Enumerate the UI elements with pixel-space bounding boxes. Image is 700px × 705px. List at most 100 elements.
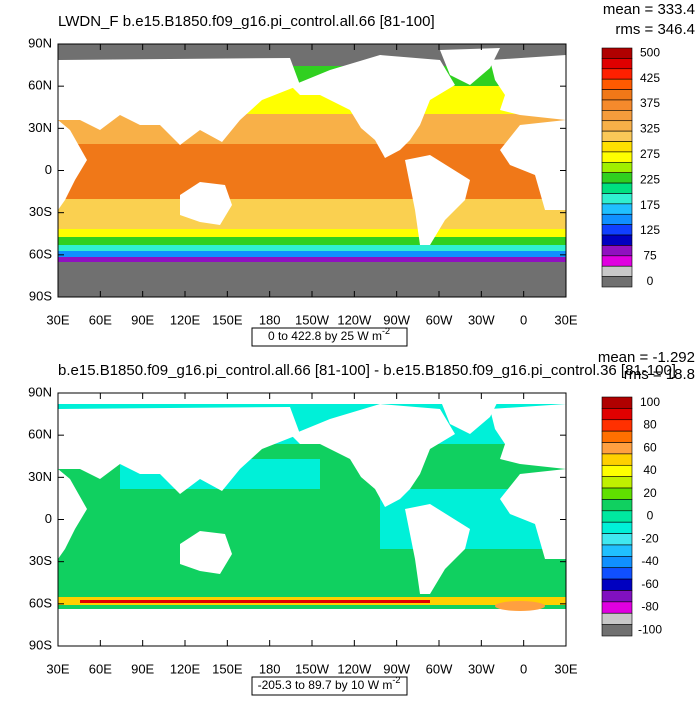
lon-label: 150W — [295, 661, 330, 676]
colorbar-box — [601, 578, 633, 591]
rms: rms = 18.8 — [624, 366, 695, 383]
colorbar-box — [601, 58, 633, 70]
contour-info: -205.3 to 89.7 by 10 W m-2 — [258, 675, 401, 692]
colorbar-box — [601, 234, 633, 246]
colorbar-label: 40 — [643, 463, 657, 477]
rms: rms = 346.4 — [615, 21, 695, 38]
colorbar-box — [601, 89, 633, 101]
colorbar-box — [601, 430, 633, 443]
colorbar-box — [601, 99, 633, 111]
colorbar-box — [601, 182, 633, 194]
title: b.e15.B1850.f09_g16.pi_control.all.66 [8… — [58, 362, 676, 379]
colorbar-label: 100 — [640, 395, 660, 409]
lat-label: 90N — [28, 384, 52, 399]
colorbar-box — [601, 245, 633, 257]
colorbar-label: 225 — [640, 172, 660, 186]
contour-info: 0 to 422.8 by 25 W m-2 — [268, 326, 390, 343]
colorbar-label: 375 — [640, 96, 660, 110]
lon-label: 120W — [337, 661, 372, 676]
map — [58, 393, 566, 646]
colorbar-box — [601, 130, 633, 142]
lon-label: 60W — [426, 661, 453, 676]
map — [58, 44, 566, 297]
lat-label: 0 — [45, 511, 52, 526]
lat-label: 30N — [28, 120, 52, 135]
colorbar-box — [601, 162, 633, 173]
colorbar-box — [601, 590, 633, 603]
colorbar-box — [601, 510, 633, 523]
lat-label: 90N — [28, 35, 52, 50]
colorbar-label: 275 — [640, 147, 660, 161]
lat-label: 30S — [29, 204, 52, 219]
lon-label: 60E — [89, 661, 112, 676]
lon-label: 150W — [295, 312, 330, 327]
colorbar-box — [601, 521, 633, 534]
colorbar-box — [601, 487, 633, 500]
colorbar-label: 500 — [640, 45, 660, 59]
colorbar-box — [601, 533, 633, 546]
colorbar-box — [601, 601, 633, 614]
colorbar-box — [601, 151, 633, 163]
colorbar-box — [601, 141, 633, 153]
colorbar-box — [601, 556, 633, 569]
colorbar-label: 75 — [643, 249, 657, 263]
lat-label: 30N — [28, 469, 52, 484]
colorbar-box — [601, 419, 633, 432]
lat-label: 0 — [45, 162, 52, 177]
lon-label: 60E — [89, 312, 112, 327]
colorbar-box — [601, 224, 633, 236]
lon-label: 90W — [383, 661, 410, 676]
colorbar-box — [601, 213, 633, 225]
lon-label: 90E — [131, 312, 154, 327]
colorbar-label: -100 — [638, 622, 662, 636]
colorbar-label: -20 — [641, 531, 659, 545]
colorbar-box — [601, 464, 633, 477]
colorbar-label: 80 — [643, 418, 657, 432]
colorbar-label: 125 — [640, 223, 660, 237]
colorbar-box — [601, 68, 633, 80]
mean: mean = 333.4 — [603, 1, 695, 18]
lat-label: 60N — [28, 78, 52, 93]
colorbar-box — [601, 476, 633, 489]
colorbar-box — [601, 612, 633, 625]
colorbar-box — [601, 567, 633, 580]
colorbar-box — [601, 203, 633, 215]
colorbar-box — [601, 120, 633, 132]
lat-label: 90S — [29, 288, 52, 303]
colorbar-label: 60 — [643, 440, 657, 454]
info-box — [251, 676, 408, 696]
info-exponent: -2 — [382, 326, 390, 336]
colorbar-label: 0 — [647, 509, 654, 523]
colorbar-box — [601, 193, 633, 205]
lon-label: 30E — [554, 661, 577, 676]
colorbar-box — [601, 624, 633, 637]
lon-label: 180 — [259, 661, 281, 676]
title: LWDN_F b.e15.B1850.f09_g16.pi_control.al… — [58, 13, 435, 30]
panel: b.e15.B1850.f09_g16.pi_control.all.66 [8… — [28, 349, 695, 696]
colorbar-label: -40 — [641, 554, 659, 568]
lon-label: 90E — [131, 661, 154, 676]
lon-label: 30W — [468, 312, 495, 327]
lon-label: 30W — [468, 661, 495, 676]
lon-label: 150E — [212, 312, 243, 327]
lat-label: 60S — [29, 595, 52, 610]
colorbar-box — [601, 172, 633, 184]
lat-label: 30S — [29, 553, 52, 568]
lon-label: 0 — [520, 661, 527, 676]
info-text: 0 to 422.8 by 25 W m — [268, 329, 382, 343]
lat-label: 60S — [29, 246, 52, 261]
mean: mean = -1.292 — [598, 349, 695, 366]
panel: LWDN_F b.e15.B1850.f09_g16.pi_control.al… — [28, 1, 695, 347]
lon-label: 0 — [520, 312, 527, 327]
lon-label: 150E — [212, 661, 243, 676]
colorbar-box — [601, 255, 633, 267]
lon-label: 30E — [46, 661, 69, 676]
colorbar-box — [601, 453, 633, 466]
colorbar-box — [601, 499, 633, 512]
colorbar-box — [601, 442, 633, 455]
lon-label: 180 — [259, 312, 281, 327]
colorbar-box — [601, 265, 633, 277]
lon-label: 120E — [170, 661, 201, 676]
lon-label: 120E — [170, 312, 201, 327]
